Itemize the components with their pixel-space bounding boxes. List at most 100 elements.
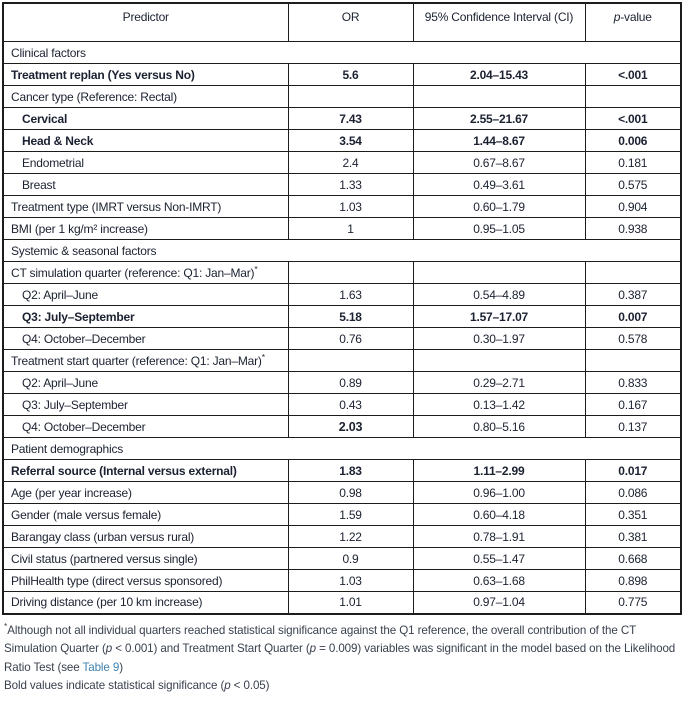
ci-value: 0.55–1.47 — [412, 547, 586, 570]
or-value: 0.76 — [287, 327, 414, 350]
table-9-link[interactable]: Table 9 — [82, 660, 120, 674]
or-value: 2.4 — [287, 151, 414, 174]
empty-cell-or — [287, 85, 414, 108]
ci-value: 1.11–2.99 — [412, 459, 586, 482]
or-value: 7.43 — [287, 107, 414, 130]
header-confidence-interval: 95% Confidence Interval (CI) — [412, 2, 586, 42]
empty-cell-p — [584, 349, 682, 372]
table-row: Driving distance (per 10 km increase) 1.0… — [2, 591, 682, 614]
footnote-marker: * — [261, 351, 265, 362]
ci-value: 0.49–3.61 — [412, 173, 586, 196]
predictor-label: Cervical — [2, 107, 289, 130]
predictor-label: Endometrial — [2, 151, 289, 174]
or-value: 1 — [287, 217, 414, 240]
footnote-bold-note: Bold values indicate statistical signifi… — [4, 679, 270, 692]
p-value: 0.775 — [584, 591, 682, 614]
predictor-label: Q3: July–September — [2, 305, 289, 328]
p-value: 0.181 — [584, 151, 682, 174]
table-row: Treatment replan (Yes versus No) 5.6 2.04–… — [2, 63, 682, 86]
empty-cell-ci — [412, 85, 586, 108]
p-value: 0.007 — [584, 305, 682, 328]
table-row: Endometrial 2.4 0.67–8.67 0.181 — [2, 151, 682, 174]
table-footnotes: *Although not all individual quarters re… — [2, 615, 680, 696]
ci-value: 0.67–8.67 — [412, 151, 586, 174]
table-row: Head & Neck 3.54 1.44–8.67 0.006 — [2, 129, 682, 152]
or-value: 0.9 — [287, 547, 414, 570]
table-row: PhilHealth type (direct versus sponsored… — [2, 569, 682, 592]
or-value: 1.33 — [287, 173, 414, 196]
predictor-label: Q2: April–June — [2, 371, 289, 394]
or-value: 1.03 — [287, 569, 414, 592]
p-value: 0.351 — [584, 503, 682, 526]
or-value: 1.63 — [287, 283, 414, 306]
or-value: 1.01 — [287, 591, 414, 614]
table-row: Q2: April–June 0.89 0.29–2.71 0.833 — [2, 371, 682, 394]
table-row: Q3: July–September 0.43 0.13–1.42 0.167 — [2, 393, 682, 416]
empty-cell-or — [287, 261, 414, 284]
or-value: 0.43 — [287, 393, 414, 416]
group-row: CT simulation quarter (reference: Q1: Ja… — [2, 261, 682, 284]
p-value: 0.668 — [584, 547, 682, 570]
table-row: Q4: October–December 0.76 0.30–1.97 0.578 — [2, 327, 682, 350]
group-label: Treatment start quarter (reference: Q1: … — [2, 349, 289, 372]
ci-value: 1.57–17.07 — [412, 305, 586, 328]
empty-cell-ci — [412, 349, 586, 372]
predictor-label: Q4: October–December — [2, 415, 289, 438]
p-value: 0.387 — [584, 283, 682, 306]
or-value: 0.98 — [287, 481, 414, 504]
ci-value: 0.29–2.71 — [412, 371, 586, 394]
predictor-label: Treatment type (IMRT versus Non-IMRT) — [2, 195, 289, 218]
or-value: 0.89 — [287, 371, 414, 394]
table-row: Treatment type (IMRT versus Non-IMRT) 1.0… — [2, 195, 682, 218]
empty-cell-p — [584, 85, 682, 108]
p-value: 0.137 — [584, 415, 682, 438]
ci-value: 0.60–1.79 — [412, 195, 586, 218]
ci-value: 0.78–1.91 — [412, 525, 586, 548]
or-value: 1.22 — [287, 525, 414, 548]
footnote-significance-note: *Although not all individual quarters re… — [4, 620, 676, 674]
footnote-asterisk: * — [4, 620, 8, 631]
section-row: Clinical factors — [2, 41, 682, 64]
group-label: CT simulation quarter (reference: Q1: Ja… — [2, 261, 289, 284]
table-row: Q2: April–June 1.63 0.54–4.89 0.387 — [2, 283, 682, 306]
header-predictor: Predictor — [2, 2, 289, 42]
italic-p: p — [224, 679, 231, 692]
predictor-label: Head & Neck — [2, 129, 289, 152]
or-value: 1.59 — [287, 503, 414, 526]
section-label: Systemic & seasonal factors — [2, 239, 682, 262]
p-value: 0.575 — [584, 173, 682, 196]
empty-cell-or — [287, 349, 414, 372]
group-row: Cancer type (Reference: Rectal) — [2, 85, 682, 108]
predictor-label: BMI (per 1 kg/m² increase) — [2, 217, 289, 240]
predictor-label: Civil status (partnered versus single) — [2, 547, 289, 570]
p-value: 0.578 — [584, 327, 682, 350]
regression-results-table: Predictor OR 95% Confidence Interval (CI… — [2, 2, 682, 615]
ci-value: 0.97–1.04 — [412, 591, 586, 614]
header-or: OR — [287, 2, 414, 42]
header-p-value: p-value — [584, 2, 682, 42]
predictor-label: Q3: July–September — [2, 393, 289, 416]
ci-value: 0.96–1.00 — [412, 481, 586, 504]
p-value: 0.017 — [584, 459, 682, 482]
empty-cell-p — [584, 261, 682, 284]
predictor-label: PhilHealth type (direct versus sponsored… — [2, 569, 289, 592]
p-value: 0.006 — [584, 129, 682, 152]
table-row: Barangay class (urban versus rural) 1.22 0… — [2, 525, 682, 548]
ci-value: 0.80–5.16 — [412, 415, 586, 438]
p-value: 0.938 — [584, 217, 682, 240]
predictor-label: Q4: October–December — [2, 327, 289, 350]
ci-value: 1.44–8.67 — [412, 129, 586, 152]
p-value: <.001 — [584, 63, 682, 86]
table-row: Age (per year increase) 0.98 0.96–1.00 0.08… — [2, 481, 682, 504]
predictor-label: Q2: April–June — [2, 283, 289, 306]
predictor-label: Age (per year increase) — [2, 481, 289, 504]
section-label: Clinical factors — [2, 41, 682, 64]
p-value: 0.833 — [584, 371, 682, 394]
group-label: Cancer type (Reference: Rectal) — [2, 85, 289, 108]
or-value: 1.83 — [287, 459, 414, 482]
p-value: 0.898 — [584, 569, 682, 592]
table-header-row: Predictor OR 95% Confidence Interval (CI… — [2, 2, 682, 42]
ci-value: 2.04–15.43 — [412, 63, 586, 86]
p-value: 0.167 — [584, 393, 682, 416]
